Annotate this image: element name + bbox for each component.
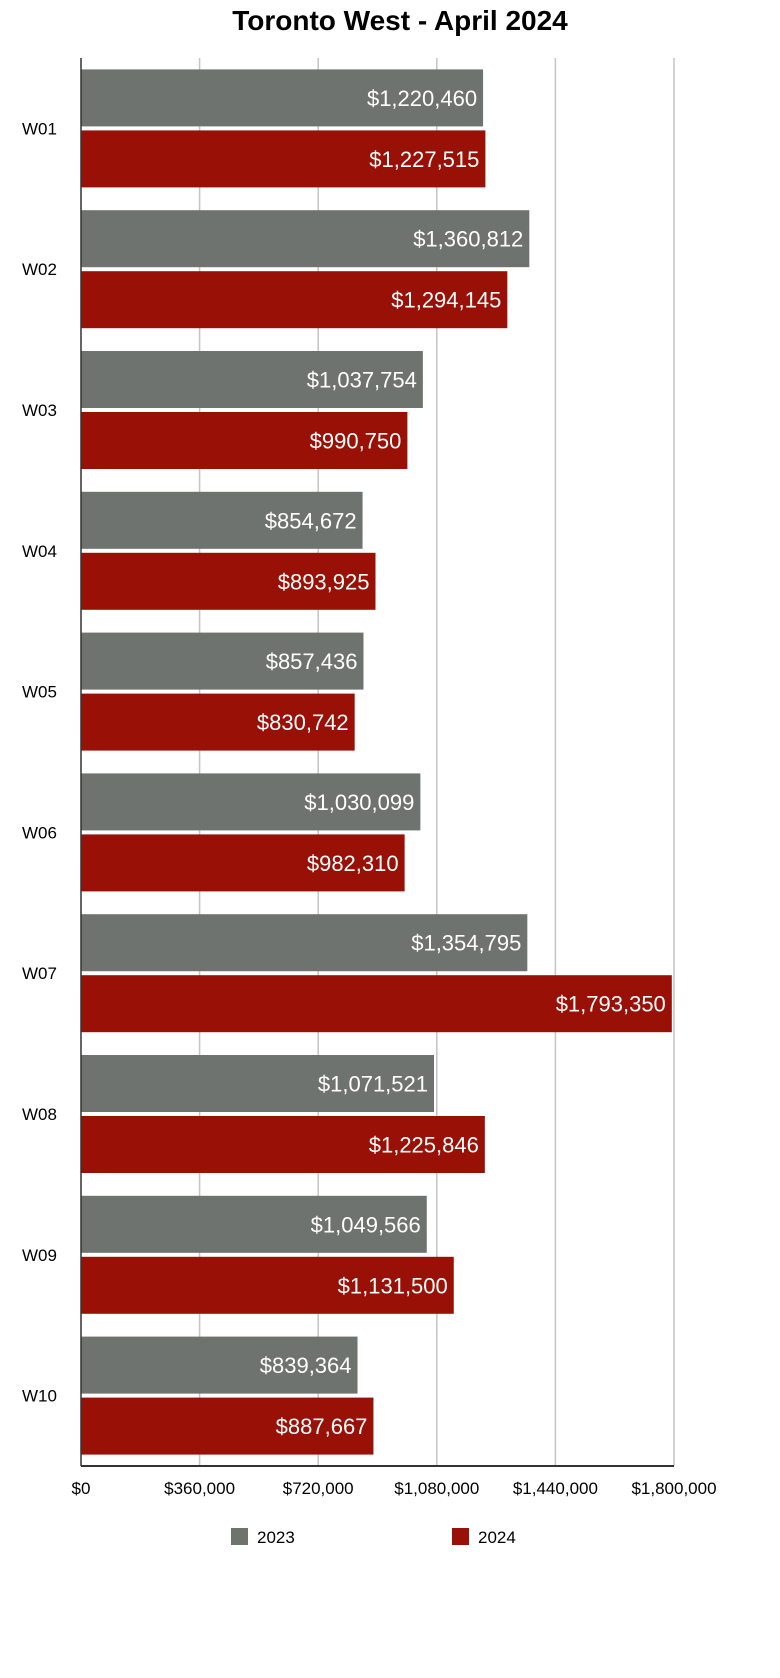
data-label-2023-W03: $1,037,754 [307,368,417,393]
bar-2023-W06 [81,773,421,831]
category-label: W10 [22,1387,57,1406]
x-tick-label: $1,800,000 [631,1479,716,1498]
data-label-2024-W03: $990,750 [310,429,402,454]
bar-2024-W08 [81,1116,485,1173]
x-tick-label: $0 [72,1479,91,1498]
data-label-2024-W02: $1,294,145 [391,288,501,313]
bar-2024-W01 [81,130,486,188]
bar-2023-W02 [81,210,530,268]
legend-swatch-2024 [452,1528,469,1545]
bars: $1,220,460 $1,227,515 $1,360,812 $1,294,145… [81,69,672,1455]
bar-2023-W03 [81,351,423,408]
category-label: W02 [22,260,57,279]
bar-2024-W06 [81,834,405,892]
bar-2024-W02 [81,271,508,329]
data-label-2023-W09: $1,049,566 [311,1212,421,1237]
chart-title: Toronto West - April 2024 [232,5,568,36]
legend-label-2023: 2023 [257,1528,295,1547]
bar-2023-W07 [81,914,528,972]
data-label-2023-W08: $1,071,521 [318,1072,428,1097]
category-labels: W01 W02 W03 W04 W05 W06 W07 W08 W09 W10 [22,119,57,1405]
bar-2023-W05 [81,632,364,690]
category-label: W07 [22,964,57,983]
bar-2024-W05 [81,693,355,751]
bar-2023-W01 [81,69,484,127]
data-label-2024-W06: $982,310 [307,851,399,876]
data-label-2023-W01: $1,220,460 [367,86,477,111]
category-label: W01 [22,119,57,138]
bar-2024-W10 [81,1397,374,1455]
category-label: W06 [22,823,57,842]
bar-2023-W09 [81,1195,427,1253]
data-label-2023-W10: $839,364 [260,1353,352,1378]
bar-2023-W10 [81,1336,358,1394]
category-label: W05 [22,683,57,702]
data-label-2024-W10: $887,667 [276,1414,368,1439]
data-label-2023-W05: $857,436 [266,649,358,674]
category-label: W08 [22,1105,57,1124]
bar-2023-W04 [81,491,363,549]
x-tick-label: $1,080,000 [394,1479,479,1498]
bar-2024-W04 [81,552,376,610]
x-tick-label: $1,440,000 [513,1479,598,1498]
data-label-2024-W09: $1,131,500 [338,1273,448,1298]
data-label-2024-W08: $1,225,846 [369,1133,479,1158]
data-label-2024-W04: $893,925 [278,569,370,594]
legend-label-2024: 2024 [478,1528,516,1547]
x-tick-labels: $0 $360,000 $720,000 $1,080,000 $1,440,000 $1… [72,1479,717,1498]
data-label-2023-W02: $1,360,812 [413,227,523,252]
data-label-2023-W07: $1,354,795 [411,931,521,956]
legend: 2023 2024 [231,1528,516,1547]
data-label-2023-W06: $1,030,099 [304,790,414,815]
data-label-2024-W05: $830,742 [257,710,349,735]
data-label-2024-W07: $1,793,350 [556,992,666,1017]
category-label: W04 [22,542,57,561]
bar-2024-W03 [81,412,408,469]
data-label-2024-W01: $1,227,515 [369,147,479,172]
data-label-2023-W04: $854,672 [265,508,357,533]
category-label: W09 [22,1246,57,1265]
legend-swatch-2023 [231,1528,248,1545]
x-tick-label: $360,000 [164,1479,235,1498]
category-label: W03 [22,401,57,420]
bar-2024-W07 [81,975,672,1033]
bar-2023-W08 [81,1055,435,1112]
x-tick-label: $720,000 [283,1479,354,1498]
bar-2024-W09 [81,1256,454,1314]
